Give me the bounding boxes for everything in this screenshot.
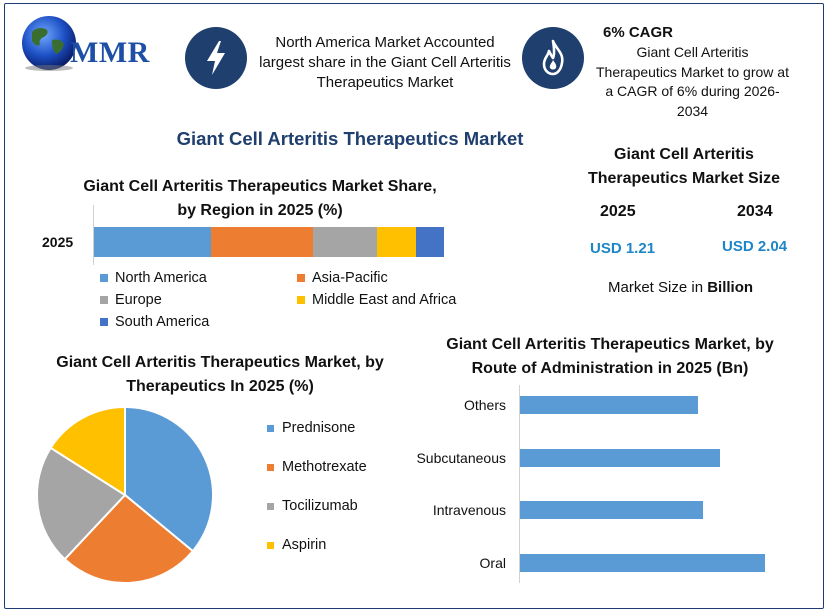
infographic-frame: [4, 3, 824, 609]
legend-label: Tocilizumab: [282, 498, 358, 514]
north-america-highlight: North America Market Accounted largest s…: [259, 34, 511, 91]
legend-swatch: [297, 274, 305, 282]
legend-swatch: [267, 463, 274, 471]
logo-text: MMR: [70, 36, 150, 69]
pie-legend-item: Methotrexate: [267, 459, 367, 475]
region-legend-item: Asia-Pacific: [297, 270, 388, 286]
legend-label: Prednisone: [282, 420, 356, 436]
region-bar-segment-middle-east-and-africa: [376, 227, 416, 257]
legend-label: South America: [115, 314, 210, 330]
legend-swatch: [267, 541, 274, 549]
legend-swatch: [100, 318, 108, 326]
cagr-description: Giant Cell Arteritis Therapeutics Market…: [596, 44, 789, 119]
market-size-unit-prefix: Market Size in: [608, 279, 704, 296]
cagr-title: 6% CAGR: [603, 24, 674, 41]
legend-swatch: [297, 296, 305, 304]
pie-slice-tocilizumab: [36, 446, 127, 561]
region-chart-legend: North America Asia-Pacific Europe Middle Ea…: [100, 270, 520, 336]
pie-slice-prednisone: [124, 405, 214, 553]
region-bar-segment-south-america: [415, 227, 444, 257]
legend-swatch: [100, 296, 108, 304]
legend-label: Asia-Pacific: [312, 270, 388, 286]
region-legend-item: South America: [100, 314, 209, 330]
legend-label: North America: [115, 270, 207, 286]
region-chart-category-label: 2025: [42, 234, 74, 250]
flame-icon: [522, 27, 584, 89]
therapeutics-pie-chart: [36, 405, 214, 584]
pie-legend-item: Tocilizumab: [267, 498, 358, 514]
legend-swatch: [267, 502, 274, 510]
pie-chart-title: Giant Cell Arteritis Therapeutics Market…: [56, 354, 384, 395]
region-legend-item: North America: [100, 270, 207, 286]
market-size-value-2034: USD 2.04: [722, 238, 788, 255]
pie-chart-legend: Prednisone Methotrexate Tocilizumab Aspirin: [267, 420, 407, 560]
legend-swatch: [267, 424, 274, 432]
pie-legend-item: Prednisone: [267, 420, 355, 436]
region-legend-item: Europe: [100, 292, 162, 308]
route-chart-axis: [519, 385, 520, 583]
pie-slice-aspirin: [49, 405, 126, 497]
legend-label: Aspirin: [282, 537, 327, 553]
legend-swatch: [100, 274, 108, 282]
region-bar-segment-north-america: [94, 227, 211, 257]
pie-slice-methotrexate: [63, 493, 195, 584]
main-title: Giant Cell Arteritis Therapeutics Market: [176, 128, 524, 149]
globe-icon: [22, 16, 76, 71]
region-stacked-bar: [94, 227, 454, 257]
market-size-value-2025: USD 1.21: [590, 240, 656, 257]
pie-legend-item: Aspirin: [267, 537, 326, 553]
region-chart-axis: [93, 205, 94, 265]
region-bar-segment-asia-pacific: [210, 227, 314, 257]
legend-label: Methotrexate: [282, 459, 367, 475]
legend-label: Europe: [115, 292, 162, 308]
region-bar-segment-europe: [313, 227, 377, 257]
mmr-logo: [14, 10, 174, 76]
route-chart-title: Giant Cell Arteritis Therapeutics Market…: [446, 336, 774, 377]
market-size-unit: Market Size in Billion: [608, 279, 753, 296]
market-size-unit-bold: Billion: [707, 279, 754, 296]
market-size-year-2034: 2034: [737, 203, 773, 220]
market-size-year-2025: 2025: [600, 203, 636, 220]
legend-label: Middle East and Africa: [312, 292, 457, 308]
region-chart-title: Giant Cell Arteritis Therapeutics Market…: [83, 178, 437, 219]
market-size-title: Giant Cell Arteritis Therapeutics Market…: [587, 146, 781, 187]
region-legend-item: Middle East and Africa: [297, 292, 456, 308]
lightning-bolt-icon: [185, 27, 247, 89]
